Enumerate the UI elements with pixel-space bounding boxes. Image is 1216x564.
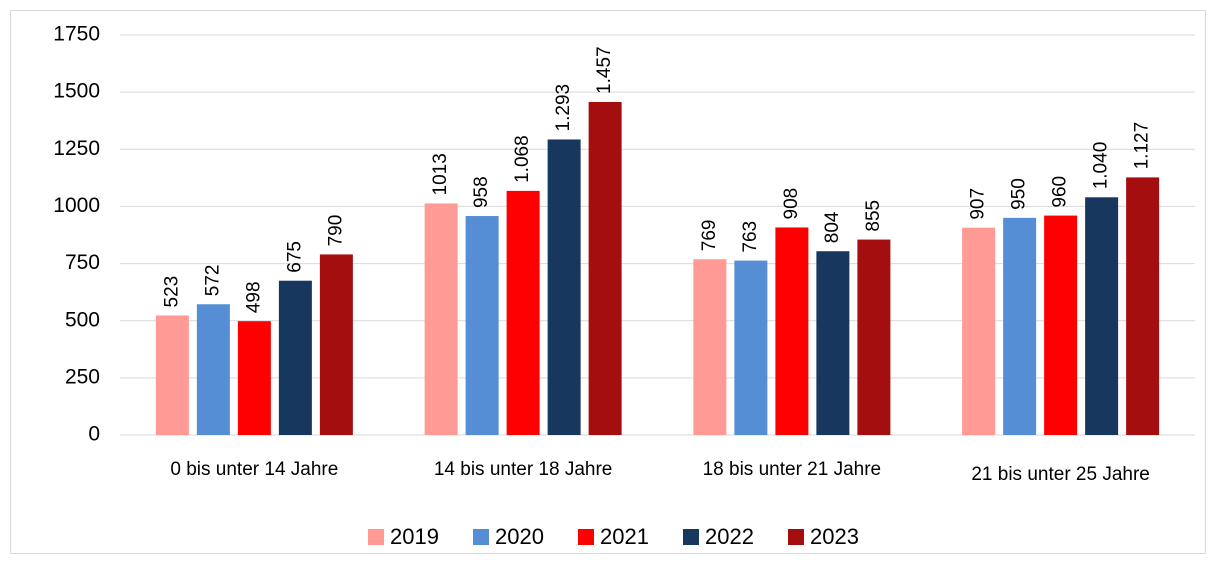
data-label: 763 (740, 221, 761, 253)
bar (424, 203, 458, 435)
data-label: 907 (968, 188, 989, 220)
data-label: 1.293 (553, 84, 574, 132)
legend-label: 2020 (495, 524, 544, 549)
bar (588, 101, 622, 435)
bar (506, 190, 540, 435)
legend-swatch (683, 529, 699, 545)
y-tick-label: 1500 (53, 80, 100, 103)
x-tick-label: 0 bis unter 14 Jahre (170, 459, 338, 480)
legend-label: 2021 (600, 524, 649, 549)
data-label: 1013 (430, 153, 451, 195)
bar (1003, 217, 1037, 435)
data-label: 804 (822, 211, 843, 243)
x-tick-label: 21 bis unter 25 Jahre (971, 464, 1150, 485)
data-label: 855 (863, 200, 884, 232)
bar (465, 216, 499, 435)
legend-label: 2019 (390, 524, 439, 549)
legend-label: 2023 (810, 524, 859, 549)
bar (278, 280, 312, 435)
bar (816, 251, 850, 435)
bar (237, 321, 271, 435)
y-tick-label: 750 (65, 251, 100, 274)
y-tick-label: 1250 (53, 137, 100, 160)
data-label: 572 (202, 265, 223, 297)
bar (547, 139, 581, 435)
bar (962, 227, 996, 435)
data-label: 960 (1050, 176, 1071, 208)
bar (775, 227, 809, 435)
bar (693, 259, 727, 435)
bar (857, 239, 891, 435)
x-tick-label: 18 bis unter 21 Jahre (703, 459, 882, 480)
y-tick-label: 500 (65, 308, 100, 331)
legend-swatch (473, 529, 489, 545)
y-tick-label: 1000 (53, 194, 100, 217)
data-label: 498 (243, 281, 264, 313)
data-label: 1.127 (1132, 122, 1153, 170)
y-tick-label: 0 (88, 423, 100, 446)
bar (1126, 177, 1160, 435)
data-label: 1.457 (594, 46, 615, 94)
legend-swatch (368, 529, 384, 545)
y-tick-label: 250 (65, 365, 100, 388)
legend-label: 2022 (705, 524, 754, 549)
legend-swatch (578, 529, 594, 545)
data-label: 950 (1009, 178, 1030, 210)
bar (155, 315, 189, 435)
legend-swatch (788, 529, 804, 545)
bar (196, 304, 230, 435)
bar (1044, 215, 1078, 435)
data-label: 1.068 (512, 135, 533, 183)
data-label: 675 (284, 241, 305, 273)
bar (1085, 197, 1119, 435)
data-label: 523 (161, 276, 182, 308)
bar (734, 260, 768, 435)
y-tick-label: 1750 (53, 23, 100, 46)
data-label: 790 (325, 215, 346, 247)
bar (319, 254, 353, 435)
data-label: 908 (781, 188, 802, 220)
x-tick-label: 14 bis unter 18 Jahre (434, 459, 613, 480)
data-label: 1.040 (1091, 142, 1112, 190)
data-label: 769 (699, 220, 720, 252)
data-label: 958 (471, 176, 492, 208)
